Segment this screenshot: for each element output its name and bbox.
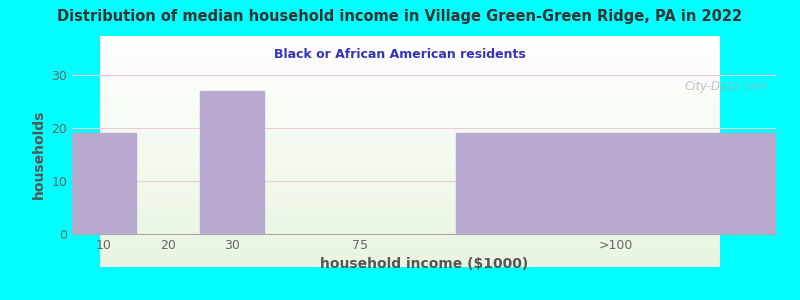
Y-axis label: households: households	[32, 110, 46, 199]
Text: Black or African American residents: Black or African American residents	[274, 48, 526, 61]
Bar	[456, 133, 776, 234]
Bar	[200, 91, 264, 234]
X-axis label: household income ($1000): household income ($1000)	[320, 257, 528, 272]
Bar	[72, 133, 136, 234]
Text: Distribution of median household income in Village Green-Green Ridge, PA in 2022: Distribution of median household income …	[58, 9, 742, 24]
Text: City-Data.com: City-Data.com	[685, 80, 769, 93]
